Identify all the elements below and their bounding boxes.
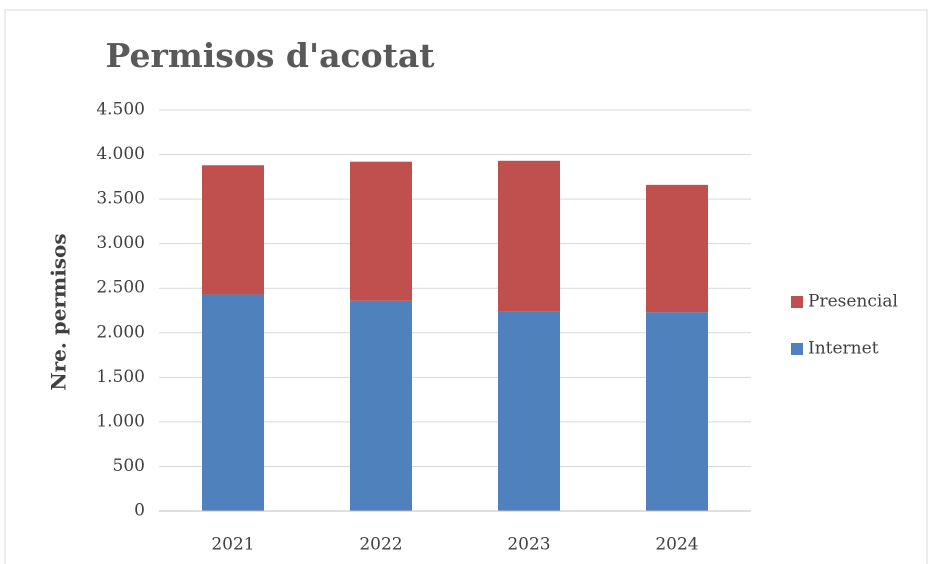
x-tick-label: 2024	[655, 535, 698, 555]
y-tick-label: 1.000	[96, 411, 145, 431]
y-tick-label: 0	[134, 501, 145, 521]
x-tick-label: 2022	[359, 535, 402, 555]
x-tick-label: 2023	[507, 535, 550, 555]
bar-segment	[202, 165, 264, 295]
x-tick-label: 2021	[211, 535, 254, 555]
legend-swatch	[791, 343, 803, 355]
y-tick-label: 4.500	[96, 100, 145, 120]
y-tick-label: 2.000	[96, 322, 145, 342]
legend-swatch	[791, 296, 803, 308]
y-tick-label: 3.000	[96, 233, 145, 253]
y-tick-label: 1.500	[96, 367, 145, 387]
chart-border	[4, 9, 928, 564]
bar-segment	[350, 300, 412, 511]
y-tick-label: 2.500	[96, 278, 145, 298]
bar-segment	[646, 312, 708, 511]
y-axis-title: Nre. permisos	[47, 233, 71, 390]
y-tick-label: 4.000	[96, 144, 145, 164]
bar-segment	[202, 294, 264, 511]
y-tick-label: 500	[113, 456, 145, 476]
legend-label: Internet	[808, 339, 879, 359]
bar-segment	[646, 184, 708, 313]
chart-title: Permisos d'acotat	[106, 36, 436, 75]
legend-label: Presencial	[808, 292, 898, 312]
bar-segment	[498, 160, 560, 312]
bar-segment	[498, 311, 560, 511]
bar-segment	[350, 161, 412, 301]
y-tick-label: 3.500	[96, 189, 145, 209]
